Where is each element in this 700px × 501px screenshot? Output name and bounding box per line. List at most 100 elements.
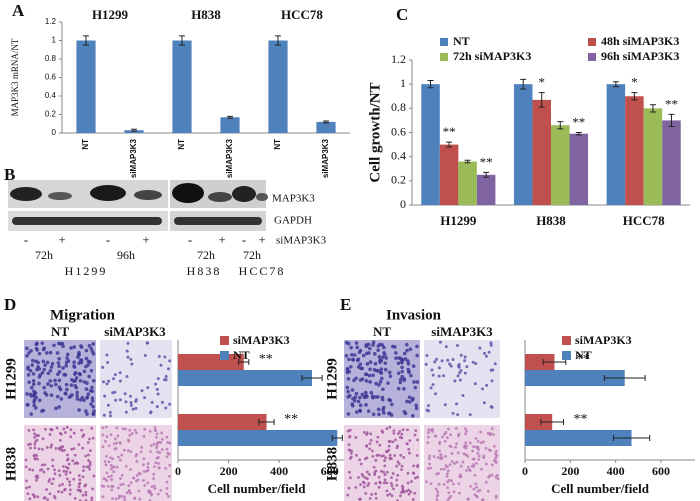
cell	[445, 472, 449, 476]
chart-title: Invasion	[386, 307, 442, 323]
blot-band	[10, 187, 42, 201]
cell	[396, 386, 401, 391]
cell	[459, 464, 463, 468]
cell	[153, 429, 157, 432]
significance: **	[480, 154, 493, 169]
cell	[431, 430, 435, 434]
cell	[378, 380, 383, 384]
cell	[106, 361, 110, 365]
cell	[26, 373, 31, 377]
cell	[28, 485, 31, 489]
cell	[109, 467, 113, 471]
cell	[91, 436, 95, 440]
cell	[387, 370, 392, 375]
y-tick-label: 0.2	[391, 173, 406, 187]
micrograph	[424, 425, 500, 501]
cell	[360, 366, 364, 371]
cell	[79, 344, 83, 348]
cell	[57, 364, 61, 369]
bar	[268, 40, 288, 133]
cell	[48, 350, 53, 355]
legend-swatch	[562, 351, 571, 360]
cell	[34, 440, 37, 444]
cell	[486, 431, 490, 435]
cell	[90, 426, 94, 430]
cell	[101, 445, 105, 449]
cell	[82, 469, 85, 473]
cell	[51, 464, 55, 468]
micrograph-column: NT	[373, 324, 391, 339]
cell	[159, 441, 162, 444]
cell	[449, 364, 453, 368]
cell	[363, 395, 368, 400]
cell	[411, 498, 415, 501]
cell	[473, 473, 477, 477]
legend-label: NT	[453, 34, 470, 48]
error-bar	[83, 35, 89, 46]
cell	[84, 454, 88, 458]
bar	[525, 414, 553, 430]
cell	[165, 480, 169, 484]
cell	[384, 356, 389, 360]
cell	[376, 435, 380, 439]
cell	[36, 360, 40, 365]
cell	[29, 348, 33, 353]
cell	[455, 460, 459, 464]
cell	[103, 460, 107, 463]
cell	[152, 484, 156, 488]
cell	[374, 496, 378, 500]
cell	[413, 491, 417, 495]
cell	[40, 468, 44, 472]
blot-band	[174, 217, 262, 225]
cell	[360, 392, 365, 397]
cell	[387, 411, 391, 416]
cell	[427, 435, 430, 439]
cell	[107, 444, 111, 448]
cell	[400, 360, 404, 365]
cell	[75, 393, 79, 398]
cell	[64, 382, 69, 387]
cell	[391, 440, 395, 444]
cell	[464, 441, 468, 445]
cell	[143, 484, 147, 487]
cell	[117, 496, 121, 500]
cell	[106, 485, 110, 488]
cell	[118, 371, 122, 375]
cell	[36, 495, 40, 499]
cell	[73, 372, 77, 376]
cell	[376, 348, 380, 352]
x-tick-label: H838	[536, 213, 566, 228]
cell	[496, 477, 500, 481]
cell	[490, 427, 494, 430]
cell	[76, 488, 80, 492]
cell	[36, 476, 40, 480]
cell	[31, 378, 36, 383]
bar	[178, 370, 313, 386]
cell	[381, 408, 385, 412]
cell	[65, 458, 69, 462]
cell	[356, 365, 361, 369]
cell	[441, 435, 444, 439]
cell	[433, 360, 437, 364]
cell	[52, 477, 55, 481]
cell	[91, 404, 95, 409]
treatment-sign: +	[58, 232, 65, 247]
cell	[59, 445, 63, 449]
blot-band	[232, 186, 256, 202]
cell	[72, 364, 76, 368]
cell	[487, 448, 491, 452]
cell	[467, 497, 470, 501]
cell	[438, 442, 441, 446]
cell	[434, 392, 438, 396]
cell	[65, 477, 69, 481]
row-label: H1299	[3, 358, 19, 400]
cell	[382, 454, 385, 458]
cell	[353, 398, 357, 403]
cell	[163, 355, 167, 359]
cell	[437, 482, 441, 486]
legend-label: siMAP3K3	[233, 333, 290, 347]
cell	[105, 454, 108, 458]
cell	[390, 484, 394, 488]
cell	[402, 378, 407, 383]
cell	[120, 494, 123, 498]
